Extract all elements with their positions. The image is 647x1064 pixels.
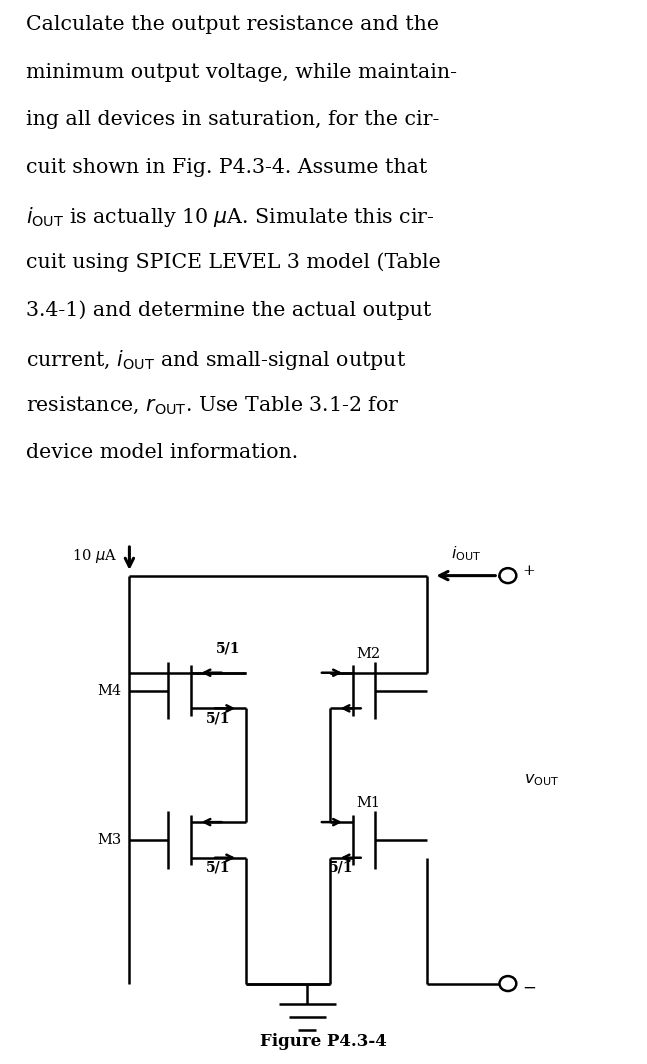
Text: M1: M1 [356,796,380,810]
Text: M3: M3 [98,833,122,847]
Text: $i_{\mathrm{OUT}}$ is actually 10 $\mu$A. Simulate this cir-: $i_{\mathrm{OUT}}$ is actually 10 $\mu$A… [26,205,434,230]
Text: $i_{\mathrm{OUT}}$: $i_{\mathrm{OUT}}$ [451,545,481,563]
Text: ing all devices in saturation, for the cir-: ing all devices in saturation, for the c… [26,111,439,130]
Text: cuit using SPICE LEVEL 3 model (Table: cuit using SPICE LEVEL 3 model (Table [26,253,441,272]
Text: M4: M4 [98,683,122,698]
Text: minimum output voltage, while maintain-: minimum output voltage, while maintain- [26,63,457,82]
Text: 5/1: 5/1 [329,861,353,875]
Text: 5/1: 5/1 [206,861,230,875]
Text: 10 $\mu$A: 10 $\mu$A [72,547,118,565]
Text: −: − [522,980,536,997]
Text: resistance, $r_{\mathrm{OUT}}$. Use Table 3.1-2 for: resistance, $r_{\mathrm{OUT}}$. Use Tabl… [26,396,400,417]
Text: cuit shown in Fig. P4.3-4. Assume that: cuit shown in Fig. P4.3-4. Assume that [26,157,427,177]
Text: M2: M2 [356,647,380,661]
Text: Calculate the output resistance and the: Calculate the output resistance and the [26,15,439,34]
Text: +: + [522,564,535,578]
Text: current, $i_{\mathrm{OUT}}$ and small-signal output: current, $i_{\mathrm{OUT}}$ and small-si… [26,348,406,371]
Text: 5/1: 5/1 [206,711,230,726]
Text: Figure P4.3-4: Figure P4.3-4 [260,1033,387,1049]
Text: $v_{\mathrm{OUT}}$: $v_{\mathrm{OUT}}$ [524,771,559,788]
Text: 5/1: 5/1 [216,642,240,655]
Text: 3.4-1) and determine the actual output: 3.4-1) and determine the actual output [26,300,431,320]
Text: device model information.: device model information. [26,443,298,462]
